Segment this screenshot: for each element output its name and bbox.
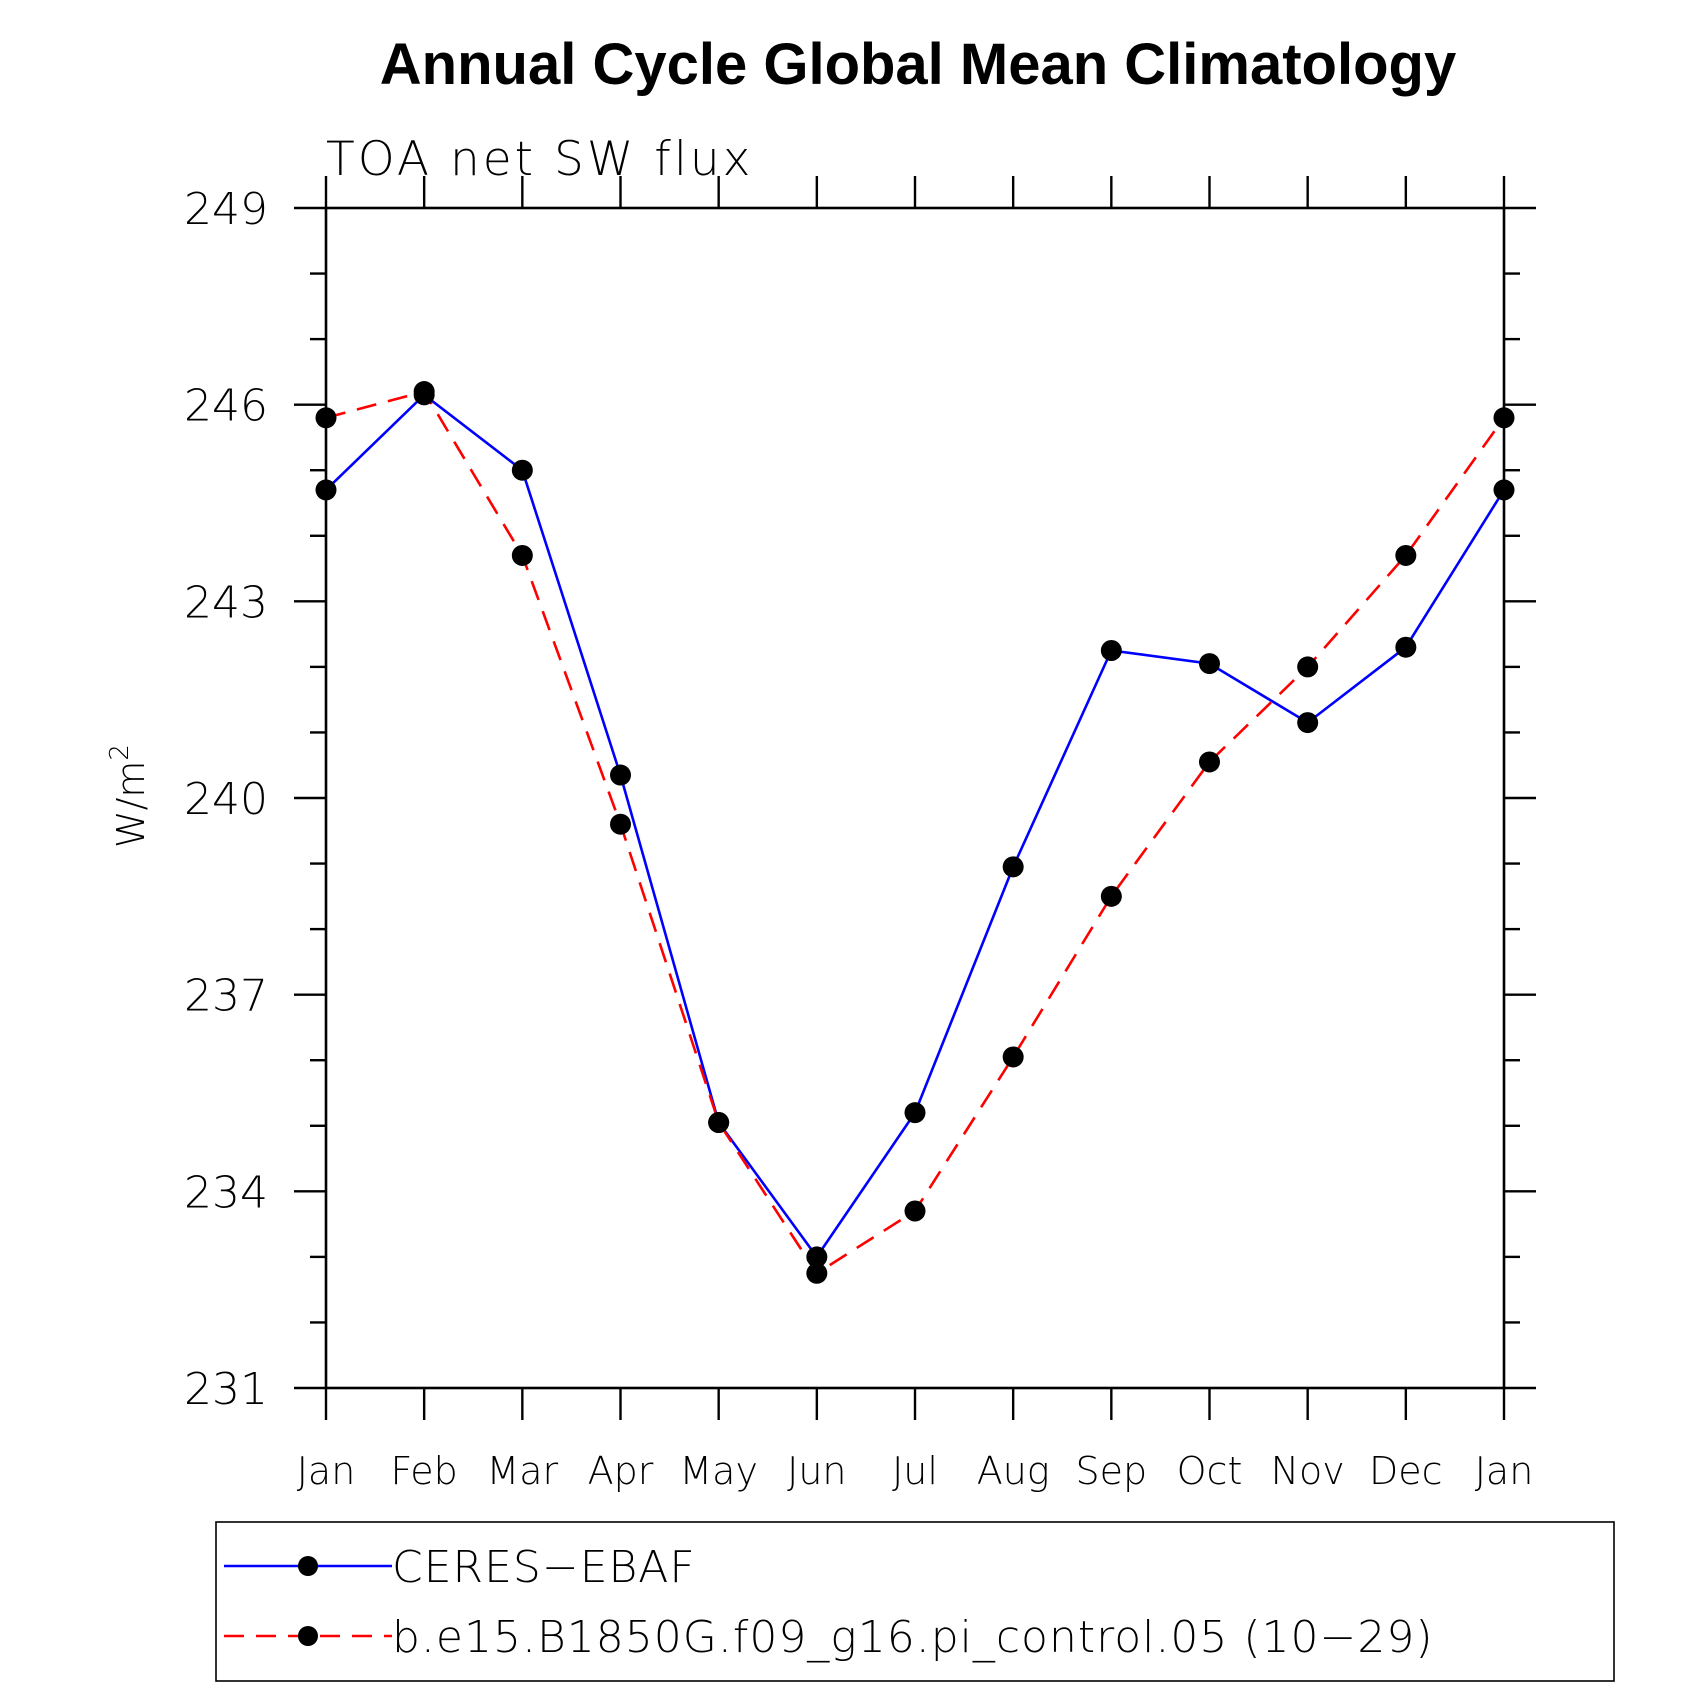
chart-subtitle: TOA net SW flux: [326, 132, 754, 187]
y-tick-label: 246: [184, 381, 268, 432]
y-tick-labels: 231 234 237 240 243 246 249: [184, 184, 268, 1415]
series-0-point: [806, 1246, 828, 1268]
x-tick-label: Jan: [297, 1449, 356, 1493]
y-tick-label: 234: [184, 1167, 268, 1218]
svg-text:W/m2: W/m2: [105, 744, 153, 848]
chart-title: Annual Cycle Global Mean Climatology: [380, 32, 1456, 97]
y-tick-label: 243: [184, 577, 268, 628]
series-1-point: [1297, 656, 1319, 678]
x-tick-label: Apr: [588, 1449, 654, 1493]
x-tick-label: Aug: [977, 1449, 1050, 1493]
series-1-point: [315, 407, 337, 429]
series-1-point: [1199, 751, 1220, 773]
series-1-point: [904, 1200, 926, 1222]
series-0-point: [1297, 712, 1319, 734]
legend-box: [215, 1521, 1615, 1682]
series-1-point: [1002, 1046, 1024, 1068]
series-1-point: [413, 381, 435, 403]
x-tick-label: Feb: [391, 1449, 458, 1493]
series-1-point: [610, 813, 631, 835]
series-layer: [315, 381, 1515, 1284]
x-tick-label: Mar: [486, 1449, 558, 1493]
x-tick-label: Jan: [1475, 1449, 1534, 1493]
x-tick-label: May: [679, 1449, 758, 1493]
series-1-point: [1493, 407, 1515, 429]
series-1-point: [511, 544, 533, 566]
series-line-1: [325, 390, 1506, 1276]
series-0-point: [315, 479, 337, 501]
y-axis-label-text: W/m: [109, 761, 153, 848]
series-0-point: [511, 459, 533, 481]
legend-marker-ceres-ebaf: [298, 1556, 318, 1576]
series-0-point: [1493, 479, 1515, 501]
axis-ticks: [294, 176, 1536, 1420]
series-0-point: [1002, 856, 1024, 878]
series-1-point: [1395, 544, 1417, 566]
x-tick-labels: Jan Feb Mar Apr May Jun Jul Aug Sep Oct Nov Dec Jan: [297, 1449, 1534, 1493]
x-tick-label: Jun: [787, 1449, 846, 1493]
series-1-point: [806, 1262, 828, 1284]
x-tick-label: Sep: [1076, 1449, 1148, 1493]
x-tick-label: Jul: [892, 1449, 938, 1493]
x-tick-label: Oct: [1177, 1449, 1243, 1493]
series-0-point: [1199, 653, 1220, 675]
y-tick-label: 240: [184, 774, 268, 825]
legend-label-ceres-ebaf: CERES−EBAF: [392, 1542, 696, 1593]
y-axis-label: W/m2: [105, 744, 153, 848]
y-axis-label-superscript: 2: [105, 744, 135, 761]
plot-frame: [324, 206, 1506, 1390]
series-1-point: [708, 1112, 730, 1133]
series-line-0: [325, 393, 1506, 1260]
series-0-point: [610, 764, 631, 786]
series-0-point: [1100, 640, 1122, 661]
y-tick-label: 231: [184, 1364, 268, 1415]
series-0-point: [904, 1102, 926, 1124]
series-0-point: [1395, 636, 1417, 658]
x-tick-label: Nov: [1271, 1449, 1345, 1493]
series-1-point: [1100, 885, 1122, 907]
y-tick-label: 237: [184, 971, 268, 1022]
x-tick-label: Dec: [1369, 1449, 1443, 1493]
legend-marker-model: [298, 1626, 318, 1646]
legend: CERES−EBAF b.e15.B1850G.f09_g16.pi_contr…: [215, 1521, 1615, 1682]
y-tick-label: 249: [184, 184, 268, 235]
legend-label-model: b.e15.B1850G.f09_g16.pi_control.05 (10−2…: [392, 1612, 1434, 1663]
